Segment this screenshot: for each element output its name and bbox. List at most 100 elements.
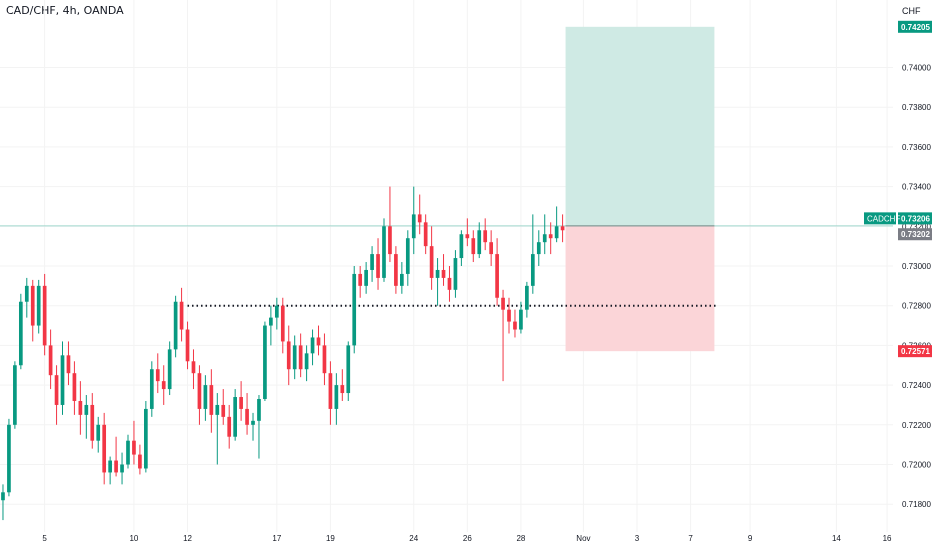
- price-badges: 0.74205 0.73206 0.73202 0.72571 CADCHF: [864, 20, 932, 358]
- current-price-badge-bg: [898, 212, 932, 225]
- x-tick-label: 16: [883, 534, 892, 543]
- candle-body: [495, 254, 499, 298]
- candle-body: [411, 214, 416, 239]
- candle-body: [221, 404, 226, 417]
- candle-body: [536, 242, 541, 255]
- x-tick-label: 28: [516, 534, 525, 543]
- candle-body: [90, 404, 95, 441]
- candle-body: [274, 305, 279, 318]
- symbol-tag-bg: [864, 212, 896, 225]
- candle-body: [554, 226, 559, 239]
- y-tick-label: 0.73200: [902, 222, 931, 231]
- candle-body: [36, 285, 41, 326]
- candle-body: [352, 273, 357, 346]
- candle-body: [447, 277, 452, 290]
- candle-body: [370, 254, 374, 270]
- candle-body: [441, 269, 446, 278]
- candle-body: [215, 404, 220, 415]
- candle-body: [376, 254, 380, 278]
- x-tick-label: 14: [832, 534, 841, 543]
- candle-body: [519, 309, 523, 330]
- candle-body: [18, 301, 23, 366]
- x-tick-label: 5: [42, 534, 47, 543]
- stop-zone: [565, 225, 715, 352]
- candle-body: [197, 373, 202, 409]
- candle-body: [405, 238, 410, 274]
- candle-body: [203, 385, 208, 409]
- candle-body: [465, 234, 470, 239]
- candle-body: [364, 269, 368, 286]
- candle-body: [394, 254, 398, 286]
- x-tick-label: 7: [688, 534, 693, 543]
- candle-body: [263, 325, 267, 399]
- candle-body: [525, 285, 529, 310]
- candle-body: [286, 341, 291, 370]
- chart-symbol-title[interactable]: CAD/CHF, 4h, OANDA: [6, 4, 124, 17]
- candle-body: [483, 230, 488, 243]
- candle-body: [471, 238, 476, 255]
- candle-body: [334, 385, 339, 409]
- candle-body: [54, 375, 59, 405]
- candle-body: [102, 424, 107, 473]
- candle-body: [233, 397, 238, 437]
- candle-body: [78, 400, 83, 415]
- x-tick-label: 24: [409, 534, 418, 543]
- candle-body: [96, 424, 101, 441]
- candle-body: [423, 222, 428, 247]
- target-price-badge: 0.74205: [901, 23, 930, 32]
- candle-body: [358, 273, 363, 286]
- candle-body: [346, 345, 351, 394]
- y-tick-label: 0.71800: [902, 500, 931, 509]
- candle-body: [328, 373, 333, 409]
- candle-body: [24, 285, 29, 302]
- candle-body: [7, 424, 11, 493]
- candle-body: [507, 309, 511, 322]
- candle-body: [513, 321, 517, 330]
- candles: [1, 186, 565, 521]
- candle-body: [280, 305, 285, 342]
- candle-body: [322, 345, 327, 374]
- x-tick-label: 12: [183, 534, 192, 543]
- target-price-badge-bg: [898, 20, 932, 33]
- x-tick-label: 26: [463, 534, 472, 543]
- candle-body: [298, 345, 303, 370]
- candle-body: [48, 345, 53, 376]
- candle-body: [304, 353, 309, 370]
- x-tick-label: Nov: [576, 534, 590, 543]
- candle-body: [149, 369, 154, 409]
- stop-price-badge: 0.72571: [901, 347, 930, 356]
- candle-body: [400, 273, 404, 286]
- position-tool: [0, 26, 893, 352]
- y-tick-label: 0.73000: [902, 262, 931, 271]
- candle-body: [132, 440, 136, 455]
- stop-price-badge-bg: [898, 345, 932, 358]
- candle-body: [191, 361, 196, 374]
- candle-body: [542, 234, 547, 243]
- y-tick-label: 0.73400: [902, 183, 931, 192]
- y-tick-label: 0.72800: [902, 302, 931, 311]
- candle-body: [173, 301, 178, 350]
- price-scale-currency: CHF: [902, 6, 921, 16]
- candle-body: [144, 408, 148, 469]
- x-tick-label: 17: [272, 534, 281, 543]
- candle-body: [138, 454, 142, 469]
- x-tick-label: 19: [326, 534, 335, 543]
- candle-body: [13, 365, 17, 425]
- candle-body: [108, 460, 112, 473]
- candle-body: [530, 254, 535, 286]
- candle-body: [114, 460, 118, 473]
- candle-body: [161, 381, 166, 390]
- candle-body: [560, 226, 565, 231]
- candle-body: [501, 297, 505, 310]
- candle-body: [251, 420, 255, 425]
- candle-body: [209, 385, 214, 415]
- candle-body: [72, 373, 77, 401]
- candle-body: [548, 234, 553, 239]
- candle-body: [239, 397, 243, 409]
- x-tick-label: 10: [129, 534, 138, 543]
- target-zone: [565, 26, 715, 226]
- candle-body: [269, 317, 273, 326]
- symbol-tag: CADCHF: [867, 214, 900, 223]
- candle-body: [417, 214, 422, 223]
